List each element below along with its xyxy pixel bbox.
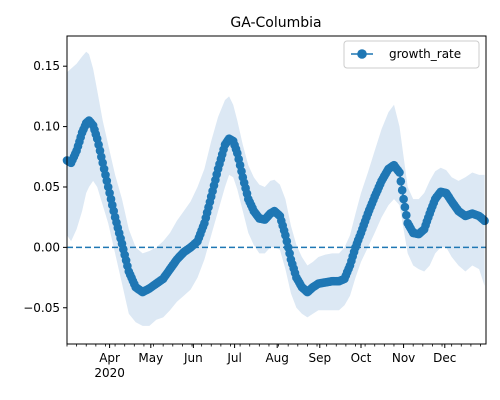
x-tick-label: Nov bbox=[392, 351, 415, 365]
axes-frame bbox=[66, 35, 487, 345]
x-tick-label: Aug bbox=[265, 351, 288, 365]
y-tick-label: 0.00 bbox=[33, 240, 60, 254]
legend-marker-sample bbox=[357, 49, 367, 59]
data-point bbox=[402, 210, 411, 220]
x-tick-label: Jun bbox=[183, 351, 203, 365]
x-tick-year-label: 2020 bbox=[94, 366, 125, 380]
y-tick-label: 0.10 bbox=[33, 120, 60, 134]
legend-label: growth_rate bbox=[389, 47, 461, 61]
y-tick-label: −0.05 bbox=[23, 301, 60, 315]
data-point bbox=[395, 168, 404, 177]
data-point bbox=[480, 216, 489, 226]
data-point bbox=[397, 185, 407, 195]
data-point bbox=[399, 194, 408, 204]
x-tick-label: Sep bbox=[308, 351, 331, 365]
confidence-band bbox=[67, 51, 485, 326]
x-tick-label: Oct bbox=[351, 351, 372, 365]
chart-title: GA-Columbia bbox=[230, 15, 321, 31]
data-point bbox=[400, 202, 410, 212]
data-point bbox=[396, 177, 406, 186]
x-tick-label: Dec bbox=[433, 351, 456, 365]
y-tick-label: 0.15 bbox=[33, 59, 60, 73]
legend-box bbox=[343, 40, 480, 69]
y-tick-label: 0.05 bbox=[33, 180, 60, 194]
growth-rate-markers bbox=[62, 116, 489, 297]
x-tick-label: Apr bbox=[99, 351, 120, 365]
x-tick-label: May bbox=[138, 351, 163, 365]
x-tick-label: Jul bbox=[226, 351, 241, 365]
plot-area bbox=[62, 35, 489, 345]
legend: growth_rate bbox=[343, 40, 480, 69]
y-axis: −0.05 0.00 0.05 0.10 0.15 bbox=[23, 59, 67, 315]
